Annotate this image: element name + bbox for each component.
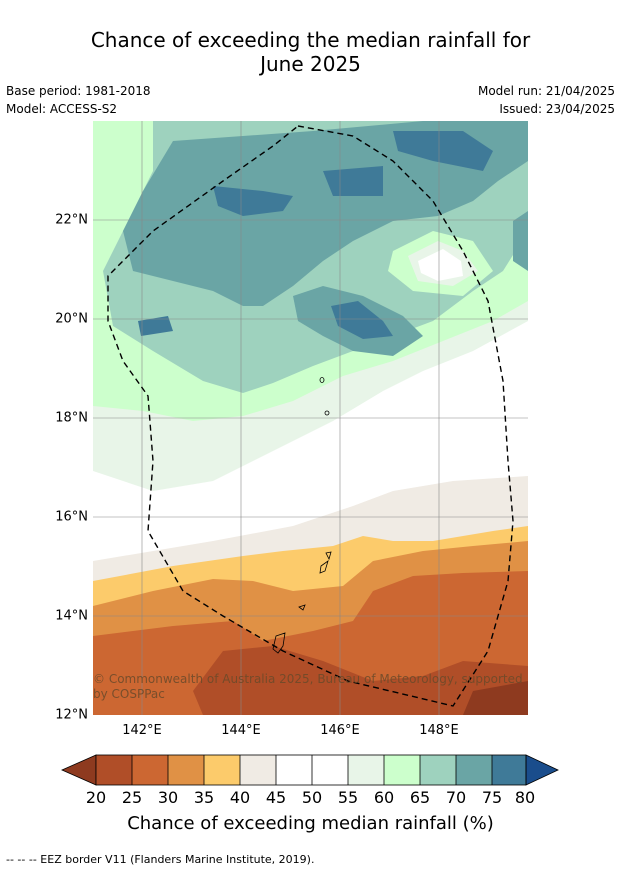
colorbar-65-70 [420,755,456,785]
lat-tick-16: 16°N [55,509,88,525]
colorbar-label-65: 65 [409,788,431,807]
colorbar-55-60 [348,755,384,785]
model-run: Model run: 21/04/2025 [477,84,615,98]
region-50-55-ne [418,249,463,281]
region-70-75 [123,121,528,306]
colorbar-title: Chance of exceeding median rainfall (%) [127,813,494,834]
colorbar-label-75: 75 [481,788,503,807]
lon-tick-148: 148°E [419,723,459,738]
lat-tick-18: 18°N [55,410,88,426]
colorbar-25-30 [132,755,168,785]
colorbar-50-55 [312,755,348,785]
colorbar-70-75 [456,755,492,785]
colorbar-35-40 [204,755,240,785]
lat-tick-12: 12°N [55,707,88,723]
colorbar-label-55: 55 [337,788,359,807]
eez-legend-note: -- -- -- EEZ border V11 (Flanders Marine… [6,853,315,866]
colorbar-20-25 [96,755,132,785]
map-title: Chance of exceeding the median rainfall … [0,28,621,76]
lon-tick-144: 144°E [221,723,261,738]
model-name: Model: ACCESS-S2 [6,102,118,116]
island-guam [272,632,286,654]
rainfall-map [93,121,528,715]
copyright-notice: © Commonwealth of Australia 2025, Bureau… [93,672,523,701]
colorbar-label-60: 60 [373,788,395,807]
island-small-b [324,410,330,416]
island-outlines [272,377,332,654]
base-period: Base period: 1981-2018 [6,84,151,98]
title-line-1: Chance of exceeding the median rainfall … [90,28,531,52]
colorbar-label-30: 30 [157,788,179,807]
colorbar-label-80: 80 [514,788,536,807]
region-75-80-b [323,166,383,196]
colorbar-75-80 [492,755,526,785]
meta-right: Model run: 21/04/2025 Issued: 23/04/2025 [478,82,615,118]
colorbar-45-50 [276,755,312,785]
colorbar-label-40: 40 [229,788,251,807]
colorbar-60-65 [384,755,420,785]
lat-tick-22: 22°N [55,212,88,228]
title-line-2: June 2025 [260,52,361,76]
map-panel [93,121,528,715]
region-below-20 [463,681,528,715]
colorbar-high-extend [525,754,559,786]
colorbar-30-35 [168,755,204,785]
gridlines [93,121,528,715]
colorbar-label-20: 20 [85,788,107,807]
colorbar [61,754,559,786]
lon-tick-146: 146°E [320,723,360,738]
island-small-a [319,377,325,383]
region-75-80-a [213,186,293,216]
issued-date: Issued: 23/04/2025 [499,102,615,116]
colorbar-label-25: 25 [121,788,143,807]
colorbar-label-70: 70 [445,788,467,807]
region-70-75-east [513,211,528,271]
colorbar-label-50: 50 [301,788,323,807]
meta-left: Base period: 1981-2018 Model: ACCESS-S2 [6,82,151,118]
colorbar-40-45 [240,755,276,785]
region-20-25 [193,646,528,715]
region-75-80-d [138,316,173,336]
colorbar-low-extend [61,754,97,786]
lat-tick-14: 14°N [55,608,88,624]
island-rota [298,604,306,611]
lon-tick-142: 142°E [122,723,162,738]
island-tinian [325,551,332,561]
lat-tick-20: 20°N [55,311,88,327]
region-75-80-c [393,131,493,171]
region-75-80-e [331,301,393,339]
island-saipan [319,559,329,574]
colorbar-label-35: 35 [193,788,215,807]
colorbar-label-45: 45 [265,788,287,807]
